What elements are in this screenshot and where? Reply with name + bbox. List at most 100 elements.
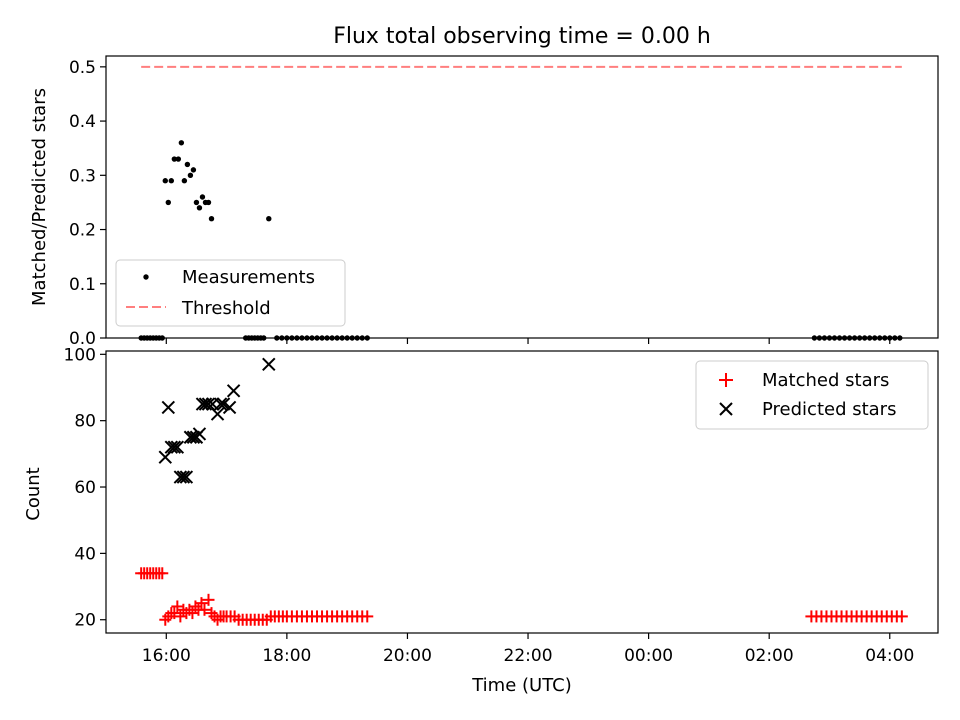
measurement-point [299,335,305,341]
measurement-point [165,199,171,206]
measurement-point [897,335,903,341]
predicted-star-marker [167,440,182,454]
measurement-point [208,215,215,222]
x-tick-label: 20:00 [383,646,432,666]
measurement-point [882,335,888,341]
bottom-legend: Matched stars Predicted stars [695,360,929,430]
measurement-point [190,167,197,173]
y-tick-label: 100 [64,345,96,365]
measurement-point [319,335,325,341]
measurement-point [851,335,858,341]
measurement-point [181,178,188,184]
measurement-points [138,140,903,341]
legend-matched-label: Matched stars [762,370,889,391]
top-y-axis-label: Matched/Predicted stars [29,88,50,306]
measurement-point [175,156,182,162]
x-tick-label: 02:00 [745,646,794,666]
measurement-point [314,335,320,341]
measurement-point [205,199,212,206]
matched-star-marker [156,567,169,580]
measurement-point [831,335,838,341]
matched-star-marker [171,600,184,613]
x-axis-label: Time (UTC) [471,675,572,696]
y-tick-label: 80 [74,412,96,432]
predicted-star-marker [179,470,194,484]
matched-star-marker [198,603,211,616]
matched-stars-points [135,567,908,626]
measurement-point [304,335,310,341]
matched-star-marker [895,610,908,623]
measurement-point [836,335,843,341]
x-tick-label: 04:00 [865,646,914,666]
measurement-point [892,335,898,341]
y-tick-label: 0.3 [69,166,96,186]
measurement-point [266,215,272,222]
measurement-point [871,335,878,341]
y-tick-label: 40 [74,544,96,564]
bottom-x-axis: 16:00 18:00 20:00 22:00 00:00 02:00 04:00 [142,633,914,666]
y-tick-label: 20 [74,611,96,631]
measurement-point [159,335,165,341]
measurement-point [349,335,355,341]
bottom-y-axis: 20 40 60 80 100 [64,345,106,631]
predicted-star-marker [161,400,176,415]
measurement-point [816,335,823,341]
predicted-star-marker [192,427,207,441]
top-chart-title: Flux total observing time = 0.00 h [333,24,711,49]
x-tick-label: 00:00 [624,646,673,666]
measurement-point [861,335,868,341]
measurement-point [162,178,168,184]
matched-star-marker [361,610,374,623]
measurement-point [887,335,893,341]
top-y-axis: 0.0 0.1 0.2 0.3 0.4 0.5 [69,58,106,349]
measurement-point [168,178,175,184]
measurement-point [196,205,203,211]
measurement-point [184,161,191,168]
predicted-star-marker [173,470,188,484]
measurement-point [339,335,345,341]
measurement-point [279,335,285,341]
predicted-stars-points [158,357,276,484]
matched-star-marker [168,607,181,620]
legend-predicted-label: Predicted stars [762,399,896,420]
measurement-point [846,335,853,341]
bottom-plot-area [105,350,939,634]
measurement-point [284,335,290,341]
matched-star-marker [174,610,187,623]
measurement-point [877,335,883,341]
legend-matched-marker [719,373,733,387]
predicted-star-marker [164,440,179,454]
y-tick-label: 0.5 [69,58,96,78]
predicted-star-marker [195,397,210,411]
predicted-star-marker [176,470,191,484]
y-tick-label: 60 [74,478,96,498]
measurement-point [187,172,194,179]
predicted-star-marker [226,384,241,398]
measurement-point [821,335,828,341]
top-legend-box [115,259,346,327]
measurement-point [178,140,185,146]
x-tick-label: 16:00 [142,646,191,666]
y-tick-label: 0.2 [69,221,96,241]
measurement-point [274,335,280,341]
matched-star-marker [195,597,208,610]
matched-star-marker [202,593,215,606]
bottom-y-axis-label: Count [23,467,44,520]
measurement-point [811,335,818,341]
predicted-star-marker [213,397,228,411]
measurement-point [344,335,350,341]
x-tick-label: 22:00 [504,646,553,666]
predicted-star-marker [170,440,185,454]
measurement-point [171,156,178,162]
y-tick-label: 0.0 [69,329,96,349]
predicted-star-marker [222,400,237,415]
top-legend: Measurements Threshold [115,259,346,327]
measurement-point [309,335,315,341]
measurement-point [289,335,295,341]
legend-threshold-label: Threshold [181,298,271,319]
measurement-point [826,335,833,341]
measurement-point [841,335,848,341]
matched-star-marker [186,607,199,620]
measurement-point [329,335,335,341]
